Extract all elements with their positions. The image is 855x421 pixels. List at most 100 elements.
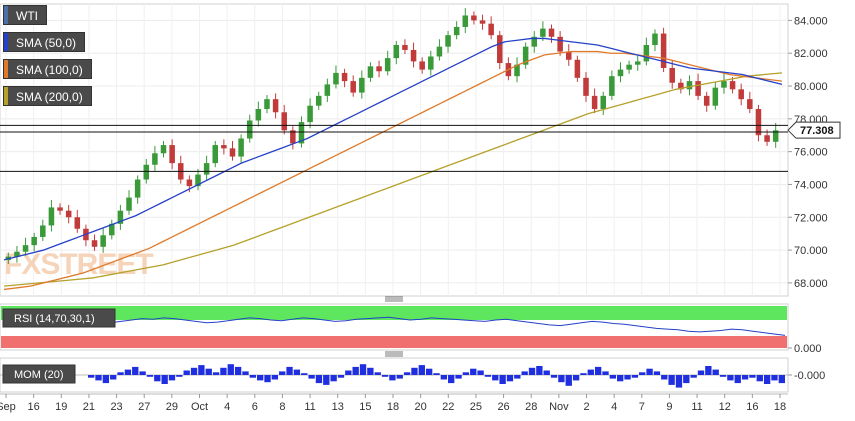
x-tick-label: 4	[224, 401, 230, 413]
rsi-overbought-zone	[1, 306, 787, 320]
y-tick-label: 68.000	[794, 278, 828, 290]
y-tick-label: 84.000	[794, 15, 828, 27]
momentum-bar	[712, 369, 719, 375]
momentum-bar	[330, 375, 337, 382]
x-tick-label: Nov	[549, 401, 569, 413]
x-tick-label: 13	[332, 401, 344, 413]
candle-body	[48, 207, 55, 226]
momentum-bar	[756, 375, 763, 382]
candle-body	[548, 28, 555, 37]
x-tick-label: 18	[387, 401, 399, 413]
sma100-line	[3, 50, 783, 291]
candle-body	[221, 145, 227, 149]
sma200-line	[3, 72, 783, 287]
momentum-bar	[594, 366, 602, 375]
legend-item-sma200: SMA (200,0)	[3, 86, 92, 106]
candle-body	[772, 130, 779, 142]
x-tick-label: 7	[639, 401, 645, 413]
momentum-bar	[132, 366, 139, 375]
last-price-marker	[787, 121, 841, 139]
momentum-bar	[727, 375, 734, 381]
candle-body	[203, 163, 210, 175]
candle-body	[333, 72, 339, 85]
momentum-bar	[301, 373, 308, 375]
y-tick-label: 80.000	[794, 81, 828, 93]
candle-body	[40, 225, 46, 237]
legend-label-wti: WTI	[16, 9, 38, 23]
rsi-line	[2, 316, 786, 336]
momentum-bar	[462, 372, 470, 375]
x-tick-label: 19	[55, 401, 67, 413]
candle-body	[100, 235, 106, 247]
momentum-bar	[271, 375, 279, 380]
candle-body	[703, 95, 710, 106]
momentum-panel: -0.000 MOM (20)	[0, 357, 825, 393]
momentum-bar	[741, 375, 749, 380]
momentum-bar	[572, 375, 580, 381]
momentum-bar	[514, 375, 521, 379]
momentum-bar	[146, 375, 154, 377]
y-tick-label: 70.000	[794, 245, 828, 257]
x-tick-label: 6	[252, 401, 258, 413]
momentum-bar	[227, 364, 234, 375]
candle-body	[264, 99, 270, 109]
momentum-bar	[587, 369, 594, 375]
momentum-bar	[264, 375, 271, 383]
momentum-bar	[492, 375, 499, 381]
candle-body	[574, 59, 581, 78]
y-tick-label: 82.000	[794, 48, 828, 60]
momentum-bar	[690, 375, 697, 378]
momentum-bar	[558, 375, 565, 383]
candle-body	[298, 122, 305, 144]
momentum-bar	[683, 375, 690, 384]
candle-body	[324, 84, 331, 96]
legend-swatch-wti	[4, 6, 8, 24]
candle-body	[453, 26, 460, 36]
x-tick-label: 16	[746, 401, 758, 413]
momentum-bar	[102, 375, 110, 384]
candle-body	[238, 138, 244, 157]
momentum-bar	[367, 367, 374, 375]
legend-label-sma50: SMA (50,0)	[16, 36, 77, 50]
x-tick-label: Sep	[0, 401, 16, 413]
x-axis: Sep161921232729Oct468111315182022252628N…	[0, 393, 788, 413]
candle-body	[359, 77, 365, 93]
candle-body	[143, 164, 150, 180]
candle-body	[678, 82, 684, 90]
x-tick-label: 27	[138, 401, 150, 413]
momentum-bar	[117, 372, 124, 375]
momentum-bar	[661, 375, 668, 380]
momentum-bar	[448, 375, 455, 384]
legend-item-sma100: SMA (100,0)	[3, 59, 92, 79]
candle-body	[479, 20, 486, 24]
legend-swatch-sma200	[4, 87, 8, 105]
x-tick-label: 11	[691, 401, 702, 413]
legend-swatch-sma100	[4, 60, 8, 78]
candle-body	[290, 130, 296, 144]
momentum-bar	[205, 368, 212, 375]
candle-body	[540, 28, 546, 37]
momentum-bar	[345, 370, 352, 375]
momentum-bar	[220, 367, 227, 375]
momentum-bar	[521, 371, 528, 375]
candle-body	[22, 245, 29, 252]
candle-body	[695, 81, 701, 96]
candle-body	[522, 46, 529, 65]
candle-body	[74, 217, 81, 229]
candle-body	[428, 56, 434, 70]
rsi-panel: 0.000 RSI (14,70,30,1)	[0, 303, 822, 355]
price-panel: 84.00082.00080.00078.00076.00074.00072.0…	[0, 3, 841, 297]
candle-body	[402, 45, 408, 50]
momentum-bar	[631, 375, 639, 378]
momentum-bar	[455, 375, 462, 379]
legend-label-sma200: SMA (200,0)	[16, 90, 83, 104]
momentum-bar	[550, 375, 558, 378]
x-tick-label: 18	[774, 401, 786, 413]
candle-body	[652, 33, 658, 46]
rsi-y-tick-label: 0.000	[794, 343, 822, 355]
candle-body	[186, 179, 193, 187]
momentum-bar	[646, 368, 653, 375]
y-tick-label: 72.000	[794, 212, 828, 224]
